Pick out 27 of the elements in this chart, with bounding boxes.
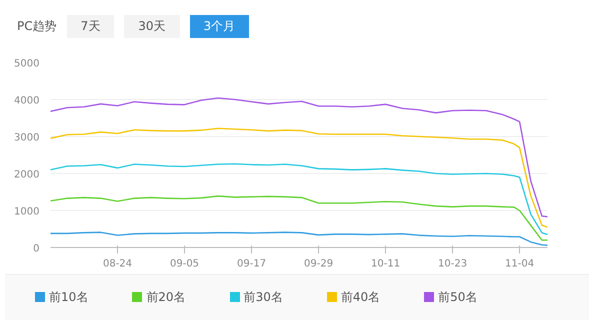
legend-label: 前50名 [437,290,478,304]
line-series [50,195,548,241]
y-tick-label: 3000 [14,132,40,144]
text: 7天 [66,15,114,38]
text: 30天 [124,15,180,38]
line-series [50,232,548,246]
title: PC趋势 [17,19,57,33]
x-tick-label: 09-29 [304,258,334,270]
x-tick-label: 11-04 [505,258,534,270]
line-series [50,163,548,236]
x-tick-label: 10-23 [438,258,468,270]
y-tick-label: 5000 [14,58,40,70]
y-tick-label: 2000 [14,170,40,180]
y-tick-label: 0 [33,244,40,254]
x-tick-label: 09-05 [170,258,200,270]
x-tick-label: 10-11 [371,258,400,270]
y-tick-label: 4000 [14,96,40,106]
y-tick-label: 1000 [14,206,40,218]
legend-label: 前40名 [340,290,380,304]
x-tick-label: 08-24 [102,258,132,270]
legend-label: 前20名 [145,290,186,304]
text: 3个月 [190,15,250,38]
legend-label: 前10名 [48,290,88,304]
legend-label: 前30名 [242,290,283,304]
line-series [50,97,548,218]
x-tick-label: 09-17 [237,258,266,270]
line-series [50,128,548,228]
